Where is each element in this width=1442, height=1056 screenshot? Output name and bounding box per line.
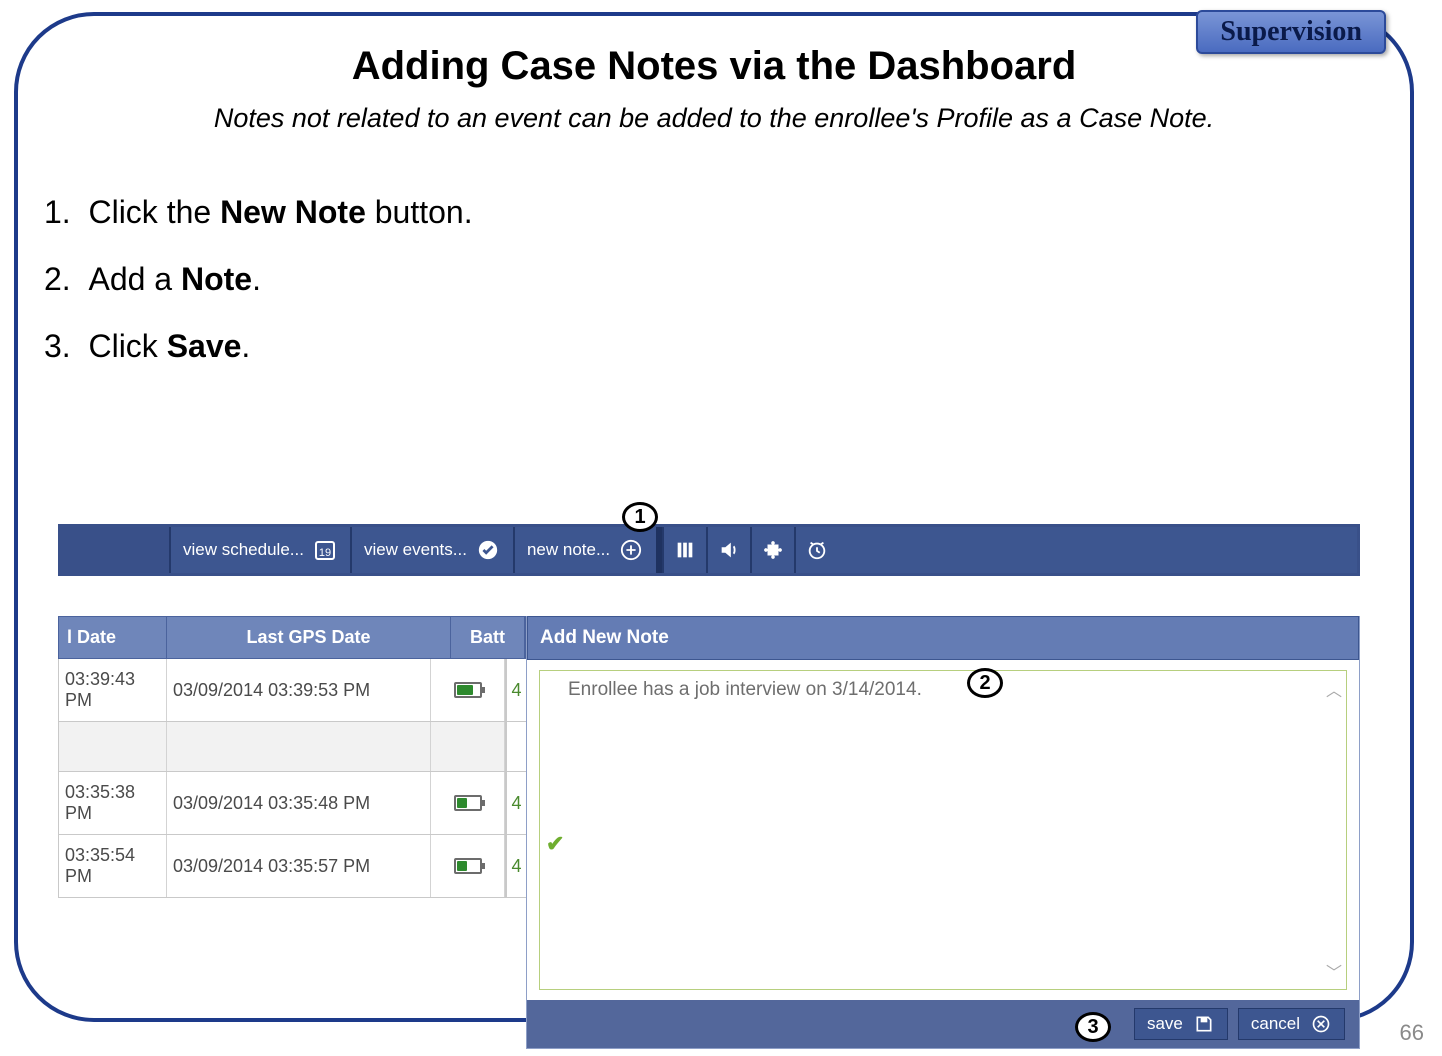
- th-batt: Batt: [451, 617, 525, 658]
- save-icon: [1193, 1013, 1215, 1035]
- battery-icon: [431, 772, 505, 834]
- callout-3: 3: [1075, 1012, 1111, 1042]
- new-note-label: new note...: [527, 540, 610, 560]
- table-row: 03:35:54 PM 03/09/2014 03:35:57 PM 4: [58, 835, 526, 898]
- toolbar-icon-columns[interactable]: [662, 527, 706, 573]
- note-content: Enrollee has a job interview on 3/14/201…: [568, 679, 922, 701]
- data-table: l Date Last GPS Date Batt 03:39:43 PM 03…: [58, 616, 526, 1049]
- supervision-tab: Supervision: [1196, 10, 1386, 54]
- cancel-icon: [1310, 1013, 1332, 1035]
- callout-2: 2: [967, 668, 1003, 698]
- calendar-icon: 19: [312, 537, 338, 563]
- table-header-row: l Date Last GPS Date Batt: [58, 616, 526, 659]
- view-schedule-button[interactable]: view schedule... 19: [169, 527, 350, 573]
- toolbar-icon-alarm[interactable]: [794, 527, 838, 573]
- instruction-list: 1. Click the New Note button. 2. Add a N…: [44, 194, 1410, 365]
- page-subtitle: Notes not related to an event can be add…: [18, 103, 1410, 134]
- page-number: 66: [1400, 1020, 1424, 1046]
- step-1: 1. Click the New Note button.: [44, 194, 1410, 231]
- screenshot-region: 1 view schedule... 19 view events... new…: [58, 524, 1360, 1049]
- table-row-empty: [58, 722, 526, 772]
- toolbar-leading-spacer: [61, 527, 169, 573]
- view-events-label: view events...: [364, 540, 467, 560]
- step-2: 2. Add a Note.: [44, 261, 1410, 298]
- plus-circle-icon: [618, 537, 644, 563]
- dashboard-toolbar: view schedule... 19 view events... new n…: [58, 524, 1360, 576]
- content-row: l Date Last GPS Date Batt 03:39:43 PM 03…: [58, 616, 1360, 1049]
- spellcheck-icon: ✔: [546, 831, 564, 857]
- battery-icon: [431, 835, 505, 897]
- add-note-panel: Add New Note Enrollee has a job intervie…: [526, 616, 1360, 1049]
- battery-icon: [431, 659, 505, 721]
- panel-header: Add New Note: [527, 616, 1359, 660]
- toolbar-icon-sound[interactable]: [706, 527, 750, 573]
- table-row: 03:39:43 PM 03/09/2014 03:39:53 PM 4: [58, 659, 526, 722]
- scroll-up-icon[interactable]: ︿: [1326, 677, 1342, 701]
- page-frame: Supervision Adding Case Notes via the Da…: [14, 12, 1414, 1022]
- save-label: save: [1147, 1014, 1183, 1034]
- cancel-label: cancel: [1251, 1014, 1300, 1034]
- note-textarea[interactable]: Enrollee has a job interview on 3/14/201…: [539, 670, 1347, 990]
- table-row: 03:35:38 PM 03/09/2014 03:35:48 PM 4: [58, 772, 526, 835]
- view-events-button[interactable]: view events...: [350, 527, 513, 573]
- svg-text:19: 19: [319, 547, 331, 559]
- note-area-wrap: Enrollee has a job interview on 3/14/201…: [527, 660, 1359, 1000]
- supervision-label: Supervision: [1220, 16, 1362, 47]
- save-button[interactable]: save: [1134, 1008, 1228, 1040]
- view-schedule-label: view schedule...: [183, 540, 304, 560]
- callout-1: 1: [622, 502, 658, 532]
- toolbar-icon-puzzle[interactable]: [750, 527, 794, 573]
- cancel-button[interactable]: cancel: [1238, 1008, 1345, 1040]
- new-note-button[interactable]: new note...: [513, 527, 656, 573]
- scroll-down-icon[interactable]: ﹀: [1326, 959, 1342, 983]
- check-circle-icon: [475, 537, 501, 563]
- step-3: 3. Click Save.: [44, 328, 1410, 365]
- panel-footer: save cancel: [527, 1000, 1359, 1048]
- th-date: l Date: [59, 617, 167, 658]
- th-last-gps: Last GPS Date: [167, 617, 451, 658]
